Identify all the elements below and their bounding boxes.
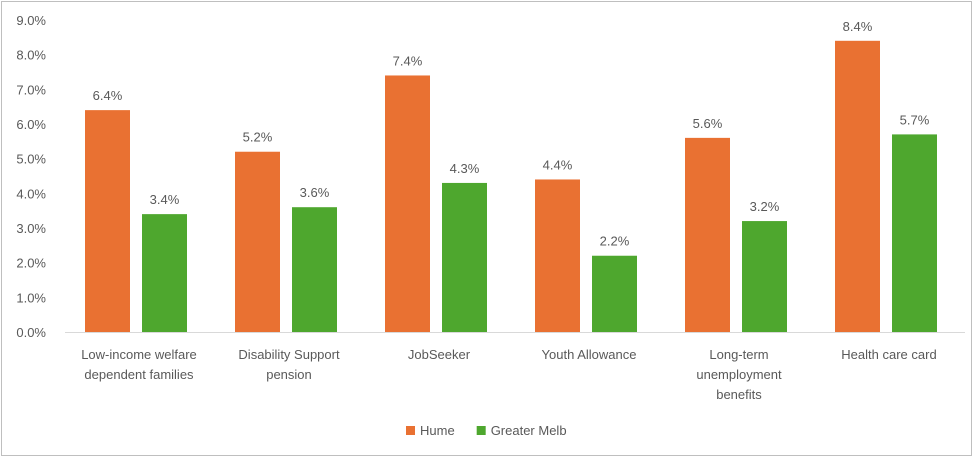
- y-tick-label: 1.0%: [16, 290, 46, 305]
- y-tick-label: 6.0%: [16, 117, 46, 132]
- x-tick-label: dependent families: [84, 367, 194, 382]
- bar-greater-melb: [892, 134, 937, 332]
- x-tick-label: unemployment: [696, 367, 782, 382]
- data-label: 2.2%: [600, 234, 630, 249]
- x-tick-label: Long-term: [709, 347, 768, 362]
- legend-swatch: [406, 426, 415, 435]
- bar-hume: [85, 110, 130, 332]
- x-tick-label: Low-income welfare: [81, 347, 197, 362]
- data-label: 7.4%: [393, 53, 423, 68]
- data-label: 5.6%: [693, 116, 723, 131]
- y-tick-label: 4.0%: [16, 186, 46, 201]
- bar-greater-melb: [742, 221, 787, 332]
- x-tick-label: pension: [266, 367, 312, 382]
- legend-label: Greater Melb: [491, 423, 567, 438]
- x-tick-label: benefits: [716, 387, 762, 402]
- bar-hume: [385, 75, 430, 332]
- data-label: 4.3%: [450, 161, 480, 176]
- bar-hume: [685, 137, 730, 332]
- data-label: 5.2%: [243, 130, 273, 145]
- y-tick-label: 2.0%: [16, 256, 46, 271]
- y-tick-label: 8.0%: [16, 48, 46, 63]
- y-tick-label: 5.0%: [16, 152, 46, 167]
- legend-swatch: [476, 426, 486, 435]
- legend-label: Hume: [420, 423, 455, 438]
- bar-hume: [235, 151, 280, 332]
- bar-hume: [835, 40, 880, 333]
- x-tick-label: Health care card: [841, 347, 936, 362]
- data-label: 5.7%: [900, 112, 930, 127]
- y-tick-label: 3.0%: [16, 221, 46, 236]
- bar-greater-melb: [442, 182, 487, 332]
- bar-greater-melb: [592, 255, 637, 332]
- y-tick-label: 9.0%: [16, 13, 46, 28]
- x-tick-label: Youth Allowance: [542, 347, 637, 362]
- data-label: 3.2%: [750, 199, 780, 214]
- y-tick-label: 7.0%: [16, 82, 46, 97]
- data-label: 3.6%: [300, 185, 330, 200]
- data-label: 6.4%: [93, 88, 123, 103]
- y-tick-label: 0.0%: [16, 325, 46, 340]
- data-label: 3.4%: [150, 192, 180, 207]
- bar-greater-melb: [142, 214, 187, 332]
- x-tick-label: JobSeeker: [408, 347, 471, 362]
- data-label: 8.4%: [843, 19, 873, 34]
- bar-hume: [535, 179, 580, 332]
- bar-greater-melb: [292, 207, 337, 332]
- x-tick-label: Disability Support: [238, 347, 340, 362]
- data-label: 4.4%: [543, 157, 573, 172]
